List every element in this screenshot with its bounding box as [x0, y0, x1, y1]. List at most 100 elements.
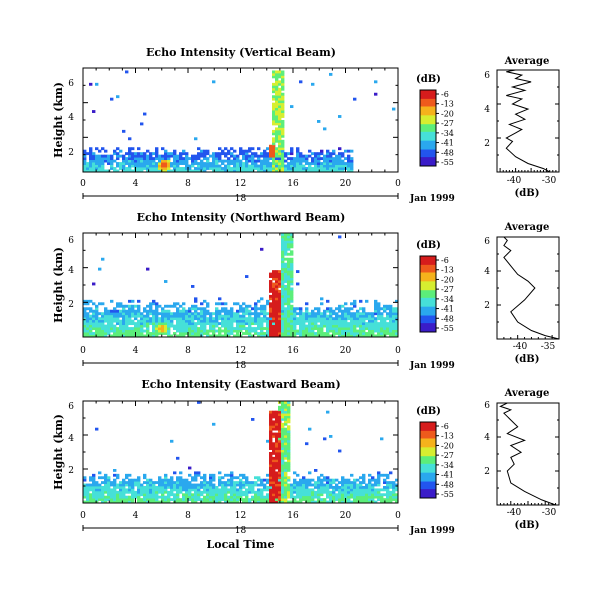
heatmap-cell: [104, 473, 108, 477]
heatmap-cell: [284, 250, 288, 254]
heatmap-cell: [341, 154, 345, 158]
heatmap-cell: [161, 159, 165, 163]
heatmap-cell: [89, 162, 93, 165]
heatmap-cell: [374, 307, 378, 311]
heatmap-cell: [392, 309, 396, 313]
heatmap-cell: [236, 493, 240, 497]
heatmap-cell: [131, 159, 135, 163]
heatmap-cell: [188, 481, 192, 484]
heatmap-cell: [179, 324, 183, 328]
heatmap-cell: [350, 329, 354, 333]
colorbar-segment: [420, 154, 436, 157]
heatmap-cell: [149, 483, 153, 487]
heatmap-cell: [287, 456, 291, 460]
heatmap-cell: [296, 473, 300, 477]
heatmap-cell: [233, 498, 237, 501]
heatmap-cell: [206, 162, 210, 165]
heatmap-cell: [359, 334, 363, 338]
heatmap-cell: [263, 169, 267, 173]
heatmap-cell: [161, 312, 165, 316]
heatmap-cell: [110, 500, 114, 504]
heatmap-cell: [116, 152, 120, 156]
heatmap-cell: [281, 486, 285, 489]
heatmap-cell: [161, 157, 165, 161]
heatmap-cell: [89, 486, 93, 489]
heatmap-cell: [329, 327, 333, 330]
heatmap-cell: [128, 322, 132, 326]
heatmap-title: Echo Intensity (Vertical Beam): [146, 46, 336, 59]
heatmap-cell: [200, 327, 204, 330]
heatmap-cell: [278, 80, 282, 84]
colorbar-segment: [420, 109, 436, 111]
heatmap-cell: [392, 488, 396, 492]
heatmap-cell: [221, 324, 225, 328]
heatmap-cell: [344, 327, 348, 330]
heatmap-cell: [341, 493, 345, 497]
heatmap-cell: [242, 486, 246, 489]
heatmap-cell: [209, 314, 213, 318]
heatmap-cell: [245, 275, 249, 278]
heatmap-cell: [269, 473, 273, 477]
heatmap-cell: [284, 464, 288, 467]
heatmap-cell: [155, 493, 159, 497]
colorbar-segment: [420, 117, 436, 120]
heatmap-cell: [389, 498, 393, 501]
heatmap-cell: [146, 490, 150, 494]
heatmap-cell: [200, 493, 204, 497]
avg-x-tick-label: -40: [507, 176, 522, 186]
heatmap-cell: [287, 247, 291, 251]
colorbar-segment: [420, 103, 436, 106]
heatmap-cell: [269, 442, 273, 446]
heatmap-cell: [92, 324, 96, 328]
heatmap-cell: [299, 317, 303, 321]
heatmap-cell: [278, 447, 282, 450]
heatmap-cell: [212, 334, 216, 338]
heatmap-cell: [254, 495, 258, 499]
colorbar-unit: (dB): [416, 74, 441, 85]
heatmap-cell: [290, 157, 294, 161]
heatmap-cell: [290, 292, 294, 296]
colorbar-segment: [420, 286, 436, 289]
heatmap-cell: [368, 314, 372, 318]
heatmap-cell: [86, 495, 90, 499]
heatmap-cell: [278, 427, 282, 431]
heatmap-cell: [305, 486, 309, 489]
heatmap-cell: [278, 162, 282, 165]
heatmap-cell: [182, 322, 186, 326]
heatmap-cell: [263, 334, 267, 338]
heatmap-cell: [326, 317, 330, 321]
heatmap-cell: [125, 332, 129, 335]
heatmap-cell: [287, 449, 291, 453]
heatmap-cell: [137, 481, 141, 484]
heatmap-cell: [338, 449, 342, 453]
heatmap-cell: [95, 159, 99, 163]
heatmap-cell: [314, 469, 318, 472]
heatmap-cell: [182, 324, 186, 328]
heatmap-cell: [197, 167, 201, 170]
heatmap-cell: [308, 493, 312, 497]
heatmap-cell: [311, 169, 315, 173]
heatmap-cell: [317, 486, 321, 489]
heatmap-cell: [119, 314, 123, 318]
heatmap-cell: [317, 152, 321, 156]
heatmap-cell: [389, 324, 393, 328]
heatmap-cell: [278, 490, 282, 494]
heatmap-cell: [293, 314, 297, 318]
heatmap-cell: [92, 500, 96, 504]
heatmap-cell: [275, 481, 279, 484]
heatmap-cell: [140, 122, 144, 126]
heatmap-cell: [98, 471, 102, 475]
heatmap-cell: [260, 319, 264, 323]
heatmap-cell: [203, 307, 207, 311]
heatmap-cell: [98, 329, 102, 333]
heatmap-cell: [95, 167, 99, 170]
heatmap-cell: [272, 275, 276, 278]
heatmap-cell: [341, 322, 345, 326]
colorbar-tick-label: -27: [441, 451, 454, 460]
heatmap-cell: [203, 473, 207, 477]
heatmap-cell: [125, 498, 129, 501]
heatmap-cell: [254, 314, 258, 318]
heatmap-cell: [194, 154, 198, 158]
heatmap-cell: [335, 317, 339, 321]
heatmap-cell: [275, 105, 279, 109]
